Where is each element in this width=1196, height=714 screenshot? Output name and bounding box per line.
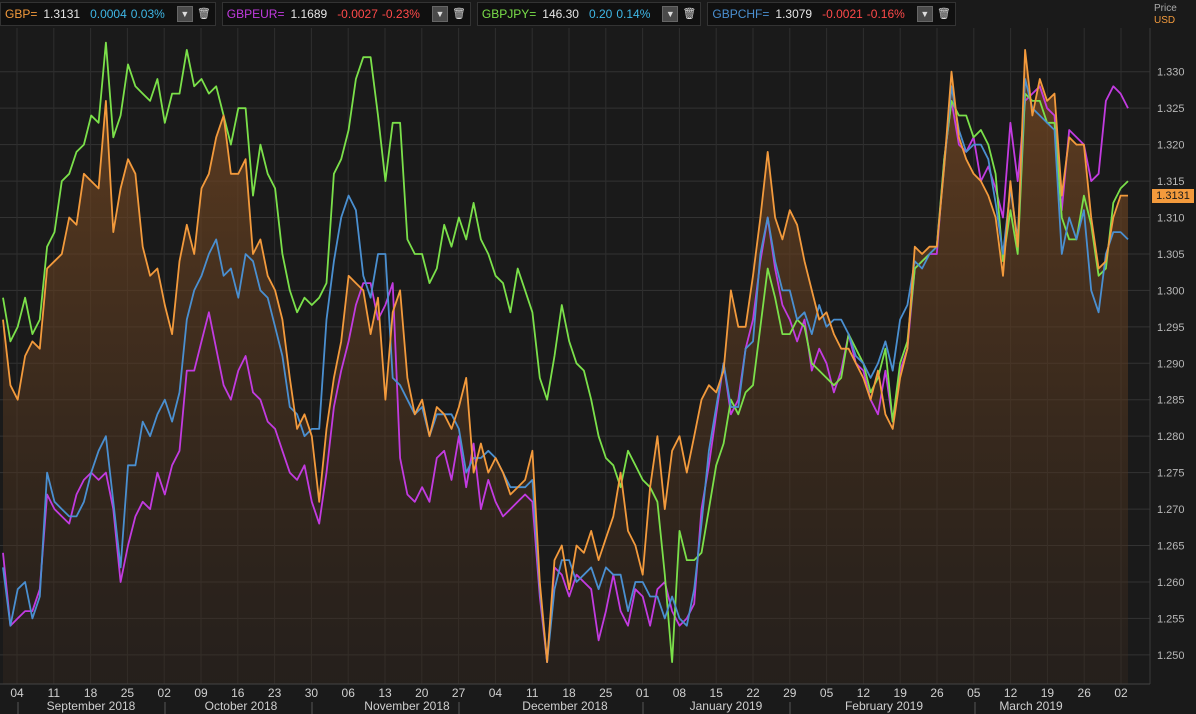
x-tick-label: 09 bbox=[194, 686, 208, 700]
y-axis: 1.250 1.255 1.260 1.265 1.270 1.275 1.280 1.285… bbox=[1149, 28, 1185, 684]
month-label: February 2019 bbox=[845, 699, 923, 713]
series-area-GBP= bbox=[3, 49, 1128, 684]
y-tick-label: 1.295 bbox=[1157, 322, 1185, 334]
month-label: October 2018 bbox=[205, 699, 278, 713]
x-tick-label: 11 bbox=[526, 686, 539, 700]
legend-change: 0.0004 bbox=[90, 7, 127, 21]
x-tick-label: 12 bbox=[857, 686, 871, 700]
y-tick-label: 1.330 bbox=[1157, 67, 1185, 79]
x-axis: 04 11 18 25 02 09 16 23 30 06 13 20 27 04 11 18 25 01 08 15… bbox=[0, 683, 1150, 714]
y-tick-label: 1.255 bbox=[1157, 613, 1185, 625]
month-label: March 2019 bbox=[999, 699, 1063, 713]
x-tick-label: 20 bbox=[415, 686, 429, 700]
x-tick-label: 06 bbox=[342, 686, 356, 700]
legend-last: 1.3131 bbox=[43, 7, 81, 21]
y-tick-label: 1.260 bbox=[1157, 577, 1185, 589]
y-tick-label: 1.250 bbox=[1157, 650, 1185, 662]
x-tick-label: 19 bbox=[1041, 686, 1055, 700]
series-line-GBP= bbox=[2, 49, 1128, 663]
x-tick-label: 18 bbox=[84, 686, 98, 700]
chevron-down-icon[interactable]: ▼ bbox=[662, 6, 679, 22]
month-label: November 2018 bbox=[364, 699, 450, 713]
y-tick-label: 1.325 bbox=[1157, 103, 1185, 115]
x-tick-label: 25 bbox=[599, 686, 613, 700]
y-tick-label: 1.305 bbox=[1157, 249, 1185, 261]
month-label: September 2018 bbox=[47, 699, 136, 713]
legend-chip-gbp[interactable]: GBP= 1.3131 0.0004 0.03% ▼ 🗑 bbox=[0, 2, 216, 26]
legend-chip-gbpchf[interactable]: GBPCHF= 1.3079 -0.0021 -0.16% ▼ 🗑 bbox=[707, 2, 956, 26]
chevron-down-icon[interactable]: ▼ bbox=[176, 6, 193, 22]
x-tick-label: 05 bbox=[820, 686, 834, 700]
x-tick-label: 29 bbox=[783, 686, 797, 700]
y-tick-label: 1.310 bbox=[1157, 213, 1185, 225]
current-price-label: 1.3131 bbox=[1152, 188, 1194, 203]
y-tick-label: 1.315 bbox=[1157, 176, 1185, 188]
chevron-down-icon[interactable]: ▼ bbox=[431, 6, 448, 22]
legend-last: 1.1689 bbox=[290, 7, 328, 21]
y-tick-label: 1.290 bbox=[1157, 358, 1185, 370]
y-tick-label: 1.320 bbox=[1157, 140, 1185, 152]
x-tick-label: 26 bbox=[930, 686, 944, 700]
legend-pct: 0.03% bbox=[130, 7, 165, 21]
legend-symbol: GBP= bbox=[5, 7, 38, 21]
x-tick-label: 22 bbox=[746, 686, 760, 700]
trash-icon[interactable]: 🗑 bbox=[936, 8, 951, 20]
legend-symbol: GBPJPY= bbox=[481, 7, 537, 21]
legend-change: -0.0027 bbox=[337, 7, 378, 21]
series-lines bbox=[2, 41, 1129, 663]
trash-icon[interactable]: 🗑 bbox=[682, 8, 697, 20]
x-tick-label: 26 bbox=[1078, 686, 1092, 700]
price-label: Price bbox=[1154, 3, 1177, 14]
legend-symbol: GBPCHF= bbox=[712, 7, 770, 21]
legend-change: -0.0021 bbox=[822, 7, 863, 21]
x-tick-label: 08 bbox=[673, 686, 687, 700]
legend-change: 0.20 bbox=[588, 7, 613, 21]
x-tick-label: 19 bbox=[894, 686, 908, 700]
legend-last: 1.3079 bbox=[775, 7, 813, 21]
x-tick-label: 11 bbox=[48, 686, 61, 700]
legend-pct: -0.16% bbox=[866, 7, 905, 21]
legend-last: 146.30 bbox=[542, 7, 579, 21]
legend-pct: 0.14% bbox=[616, 7, 651, 21]
x-tick-label: 25 bbox=[121, 686, 135, 700]
x-tick-label: 16 bbox=[231, 686, 245, 700]
x-tick-label: 05 bbox=[967, 686, 981, 700]
x-tick-label: 12 bbox=[1004, 686, 1018, 700]
x-tick-label: 04 bbox=[10, 686, 24, 700]
area-fill bbox=[3, 49, 1128, 684]
x-tick-label: 23 bbox=[268, 686, 282, 700]
trash-icon[interactable]: 🗑 bbox=[196, 8, 211, 20]
y-tick-label: 1.275 bbox=[1157, 468, 1185, 480]
x-tick-label: 02 bbox=[158, 686, 172, 700]
y-tick-label: 1.270 bbox=[1157, 504, 1185, 516]
x-tick-label: 02 bbox=[1114, 686, 1128, 700]
legend-pct: -0.23% bbox=[381, 7, 420, 21]
x-tick-label: 01 bbox=[636, 686, 650, 700]
x-tick-label: 27 bbox=[452, 686, 466, 700]
x-tick-label: 30 bbox=[305, 686, 319, 700]
legend-bar: GBP= 1.3131 0.0004 0.03% ▼ 🗑 GBPEUR= 1.1… bbox=[0, 0, 956, 26]
month-label: December 2018 bbox=[522, 699, 608, 713]
chevron-down-icon[interactable]: ▼ bbox=[916, 6, 933, 22]
x-tick-label: 04 bbox=[489, 686, 503, 700]
month-label: January 2019 bbox=[690, 699, 763, 713]
y-tick-label: 1.300 bbox=[1157, 285, 1185, 297]
x-tick-label: 13 bbox=[378, 686, 392, 700]
x-tick-label: 18 bbox=[562, 686, 576, 700]
y-tick-label: 1.285 bbox=[1157, 395, 1185, 407]
legend-symbol: GBPEUR= bbox=[226, 7, 285, 21]
y-tick-label: 1.280 bbox=[1157, 431, 1185, 443]
unit-label: USD bbox=[1154, 15, 1176, 26]
trash-icon[interactable]: 🗑 bbox=[451, 8, 466, 20]
price-axis-header: Price USD bbox=[1154, 3, 1190, 27]
legend-chip-gbpeur[interactable]: GBPEUR= 1.1689 -0.0027 -0.23% ▼ 🗑 bbox=[221, 2, 471, 26]
y-tick-label: 1.265 bbox=[1157, 541, 1185, 553]
legend-chip-gbpjpy[interactable]: GBPJPY= 146.30 0.20 0.14% ▼ 🗑 bbox=[476, 2, 702, 26]
x-tick-label: 15 bbox=[710, 686, 724, 700]
